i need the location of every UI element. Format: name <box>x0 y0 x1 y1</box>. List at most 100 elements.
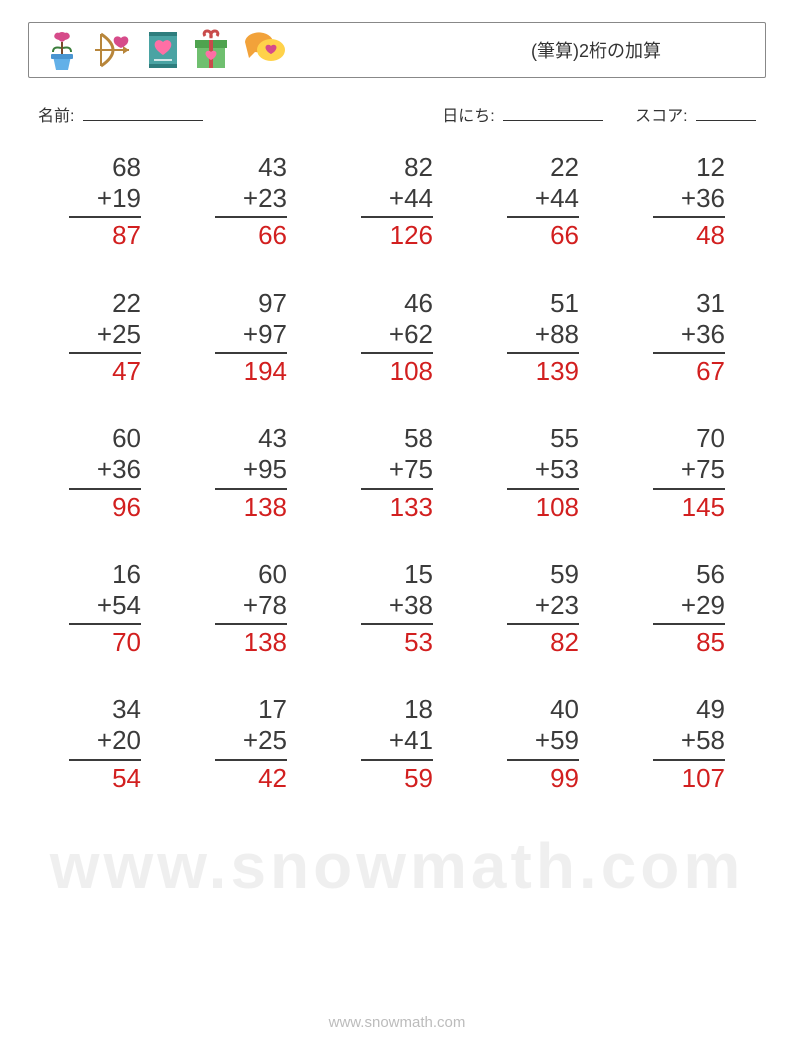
answer: 133 <box>361 490 433 523</box>
problem: 40+5999 <box>486 694 600 794</box>
addend-top: 55 <box>507 423 579 454</box>
addition-stack: 60+78138 <box>215 559 287 659</box>
addend-bottom: +95 <box>215 454 287 489</box>
problem: 46+62108 <box>340 288 454 388</box>
problem: 17+2542 <box>194 694 308 794</box>
header-icons <box>43 28 287 72</box>
addend-bottom: +36 <box>69 454 141 489</box>
addition-stack: 31+3667 <box>653 288 725 388</box>
answer: 194 <box>215 354 287 387</box>
answer: 85 <box>653 625 725 658</box>
problem: 18+4159 <box>340 694 454 794</box>
addition-stack: 16+5470 <box>69 559 141 659</box>
addition-stack: 43+95138 <box>215 423 287 523</box>
answer: 48 <box>653 218 725 251</box>
addition-stack: 82+44126 <box>361 152 433 252</box>
worksheet-title: (筆算)2桁の加算 <box>531 37 751 63</box>
date-label: 日にち: <box>442 108 494 125</box>
addition-stack: 46+62108 <box>361 288 433 388</box>
problem: 70+75145 <box>632 423 746 523</box>
addend-top: 60 <box>69 423 141 454</box>
problem: 58+75133 <box>340 423 454 523</box>
answer: 108 <box>361 354 433 387</box>
addition-stack: 40+5999 <box>507 694 579 794</box>
addend-top: 34 <box>69 694 141 725</box>
addition-stack: 60+3696 <box>69 423 141 523</box>
answer: 67 <box>653 354 725 387</box>
problem: 16+5470 <box>48 559 162 659</box>
answer: 82 <box>507 625 579 658</box>
addend-top: 58 <box>361 423 433 454</box>
addition-stack: 18+4159 <box>361 694 433 794</box>
addend-top: 12 <box>653 152 725 183</box>
addend-bottom: +59 <box>507 725 579 760</box>
addend-top: 16 <box>69 559 141 590</box>
flower-pot-heart-icon <box>43 28 81 72</box>
addend-bottom: +53 <box>507 454 579 489</box>
addend-top: 82 <box>361 152 433 183</box>
answer: 54 <box>69 761 141 794</box>
problem: 31+3667 <box>632 288 746 388</box>
addend-bottom: +25 <box>69 319 141 354</box>
addend-top: 22 <box>507 152 579 183</box>
answer: 66 <box>215 218 287 251</box>
name-blank <box>83 104 203 121</box>
score-blank <box>696 104 756 121</box>
problem: 60+3696 <box>48 423 162 523</box>
problem: 12+3648 <box>632 152 746 252</box>
addition-stack: 68+1987 <box>69 152 141 252</box>
date-blank <box>503 104 603 121</box>
addend-bottom: +23 <box>507 590 579 625</box>
problem: 68+1987 <box>48 152 162 252</box>
problem: 59+2382 <box>486 559 600 659</box>
addition-stack: 22+4466 <box>507 152 579 252</box>
problem: 97+97194 <box>194 288 308 388</box>
addition-stack: 12+3648 <box>653 152 725 252</box>
problems-grid: 68+198743+236682+4412622+446612+364822+2… <box>48 152 746 794</box>
addend-bottom: +88 <box>507 319 579 354</box>
addition-stack: 56+2985 <box>653 559 725 659</box>
addition-stack: 97+97194 <box>215 288 287 388</box>
addend-top: 40 <box>507 694 579 725</box>
addend-bottom: +41 <box>361 725 433 760</box>
problem: 15+3853 <box>340 559 454 659</box>
name-label: 名前: <box>38 108 74 125</box>
addition-stack: 43+2366 <box>215 152 287 252</box>
info-row: 名前: 日にち: スコア: <box>38 102 756 126</box>
addend-bottom: +97 <box>215 319 287 354</box>
problem: 55+53108 <box>486 423 600 523</box>
addend-top: 49 <box>653 694 725 725</box>
addend-bottom: +36 <box>653 183 725 218</box>
gift-heart-icon <box>191 28 231 72</box>
addend-top: 59 <box>507 559 579 590</box>
score-field: スコア: <box>635 102 756 126</box>
answer: 99 <box>507 761 579 794</box>
score-label: スコア: <box>635 108 687 125</box>
addition-stack: 22+2547 <box>69 288 141 388</box>
addend-top: 43 <box>215 423 287 454</box>
addition-stack: 58+75133 <box>361 423 433 523</box>
answer: 138 <box>215 490 287 523</box>
addend-bottom: +19 <box>69 183 141 218</box>
date-field: 日にち: <box>442 102 603 126</box>
addend-top: 46 <box>361 288 433 319</box>
answer: 145 <box>653 490 725 523</box>
answer: 53 <box>361 625 433 658</box>
addend-bottom: +75 <box>653 454 725 489</box>
problem: 43+95138 <box>194 423 308 523</box>
answer: 47 <box>69 354 141 387</box>
answer: 126 <box>361 218 433 251</box>
addend-top: 60 <box>215 559 287 590</box>
addend-top: 15 <box>361 559 433 590</box>
addition-stack: 49+58107 <box>653 694 725 794</box>
worksheet-page: (筆算)2桁の加算 名前: 日にち: スコア: 68+198743+236682… <box>0 0 794 794</box>
answer: 96 <box>69 490 141 523</box>
addition-stack: 15+3853 <box>361 559 433 659</box>
problem: 51+88139 <box>486 288 600 388</box>
problem: 22+2547 <box>48 288 162 388</box>
addition-stack: 59+2382 <box>507 559 579 659</box>
problem: 82+44126 <box>340 152 454 252</box>
addend-top: 51 <box>507 288 579 319</box>
addend-bottom: +54 <box>69 590 141 625</box>
addend-top: 56 <box>653 559 725 590</box>
